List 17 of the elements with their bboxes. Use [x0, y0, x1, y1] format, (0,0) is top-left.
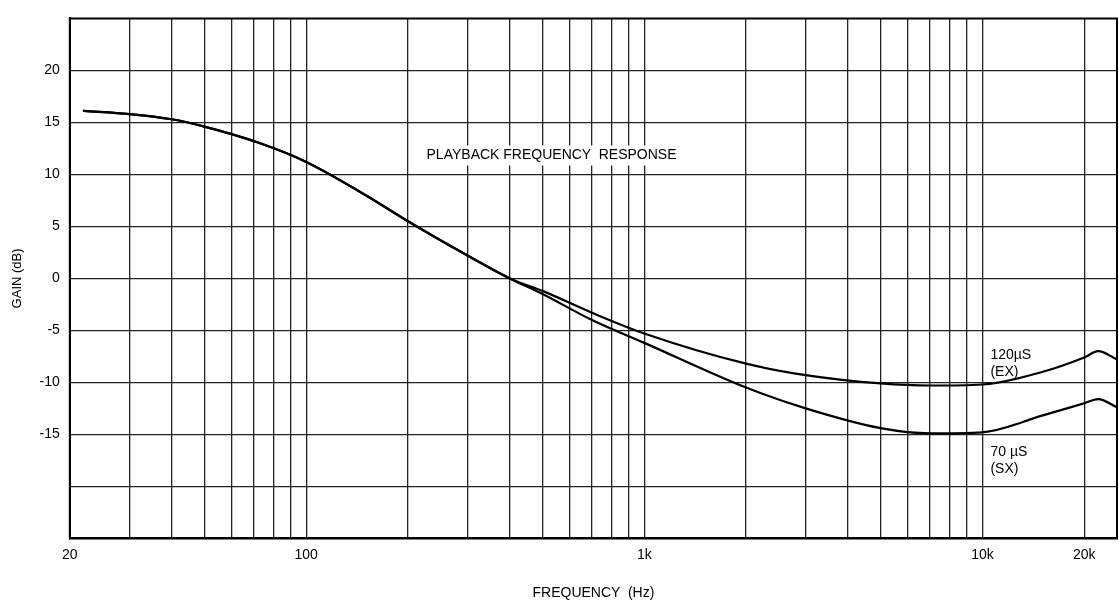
x-tick-label: 20k — [1072, 545, 1097, 562]
x-axis-title: FREQUENCY (Hz) — [532, 584, 655, 601]
y-tick-label: 20 — [44, 61, 61, 78]
x-tick-label: 10k — [971, 545, 995, 562]
y-tick-label: -15 — [39, 425, 61, 442]
y-axis-title: GAIN (dB) — [9, 248, 25, 309]
y-tick-label: -5 — [47, 321, 61, 338]
series-label: 120µS (EX) — [990, 346, 1032, 380]
y-tick-label: -10 — [39, 373, 61, 390]
y-tick-label: 0 — [52, 269, 61, 286]
y-tick-label: 15 — [44, 113, 61, 130]
y-tick-label: 5 — [52, 217, 61, 234]
x-tick-label: 100 — [294, 545, 319, 562]
series-label: 70 µS (SX) — [990, 443, 1028, 477]
annotation: PLAYBACK FREQUENCY RESPONSE — [426, 146, 677, 163]
x-tick-label: 1k — [636, 545, 653, 562]
y-tick-label: 10 — [44, 165, 61, 182]
